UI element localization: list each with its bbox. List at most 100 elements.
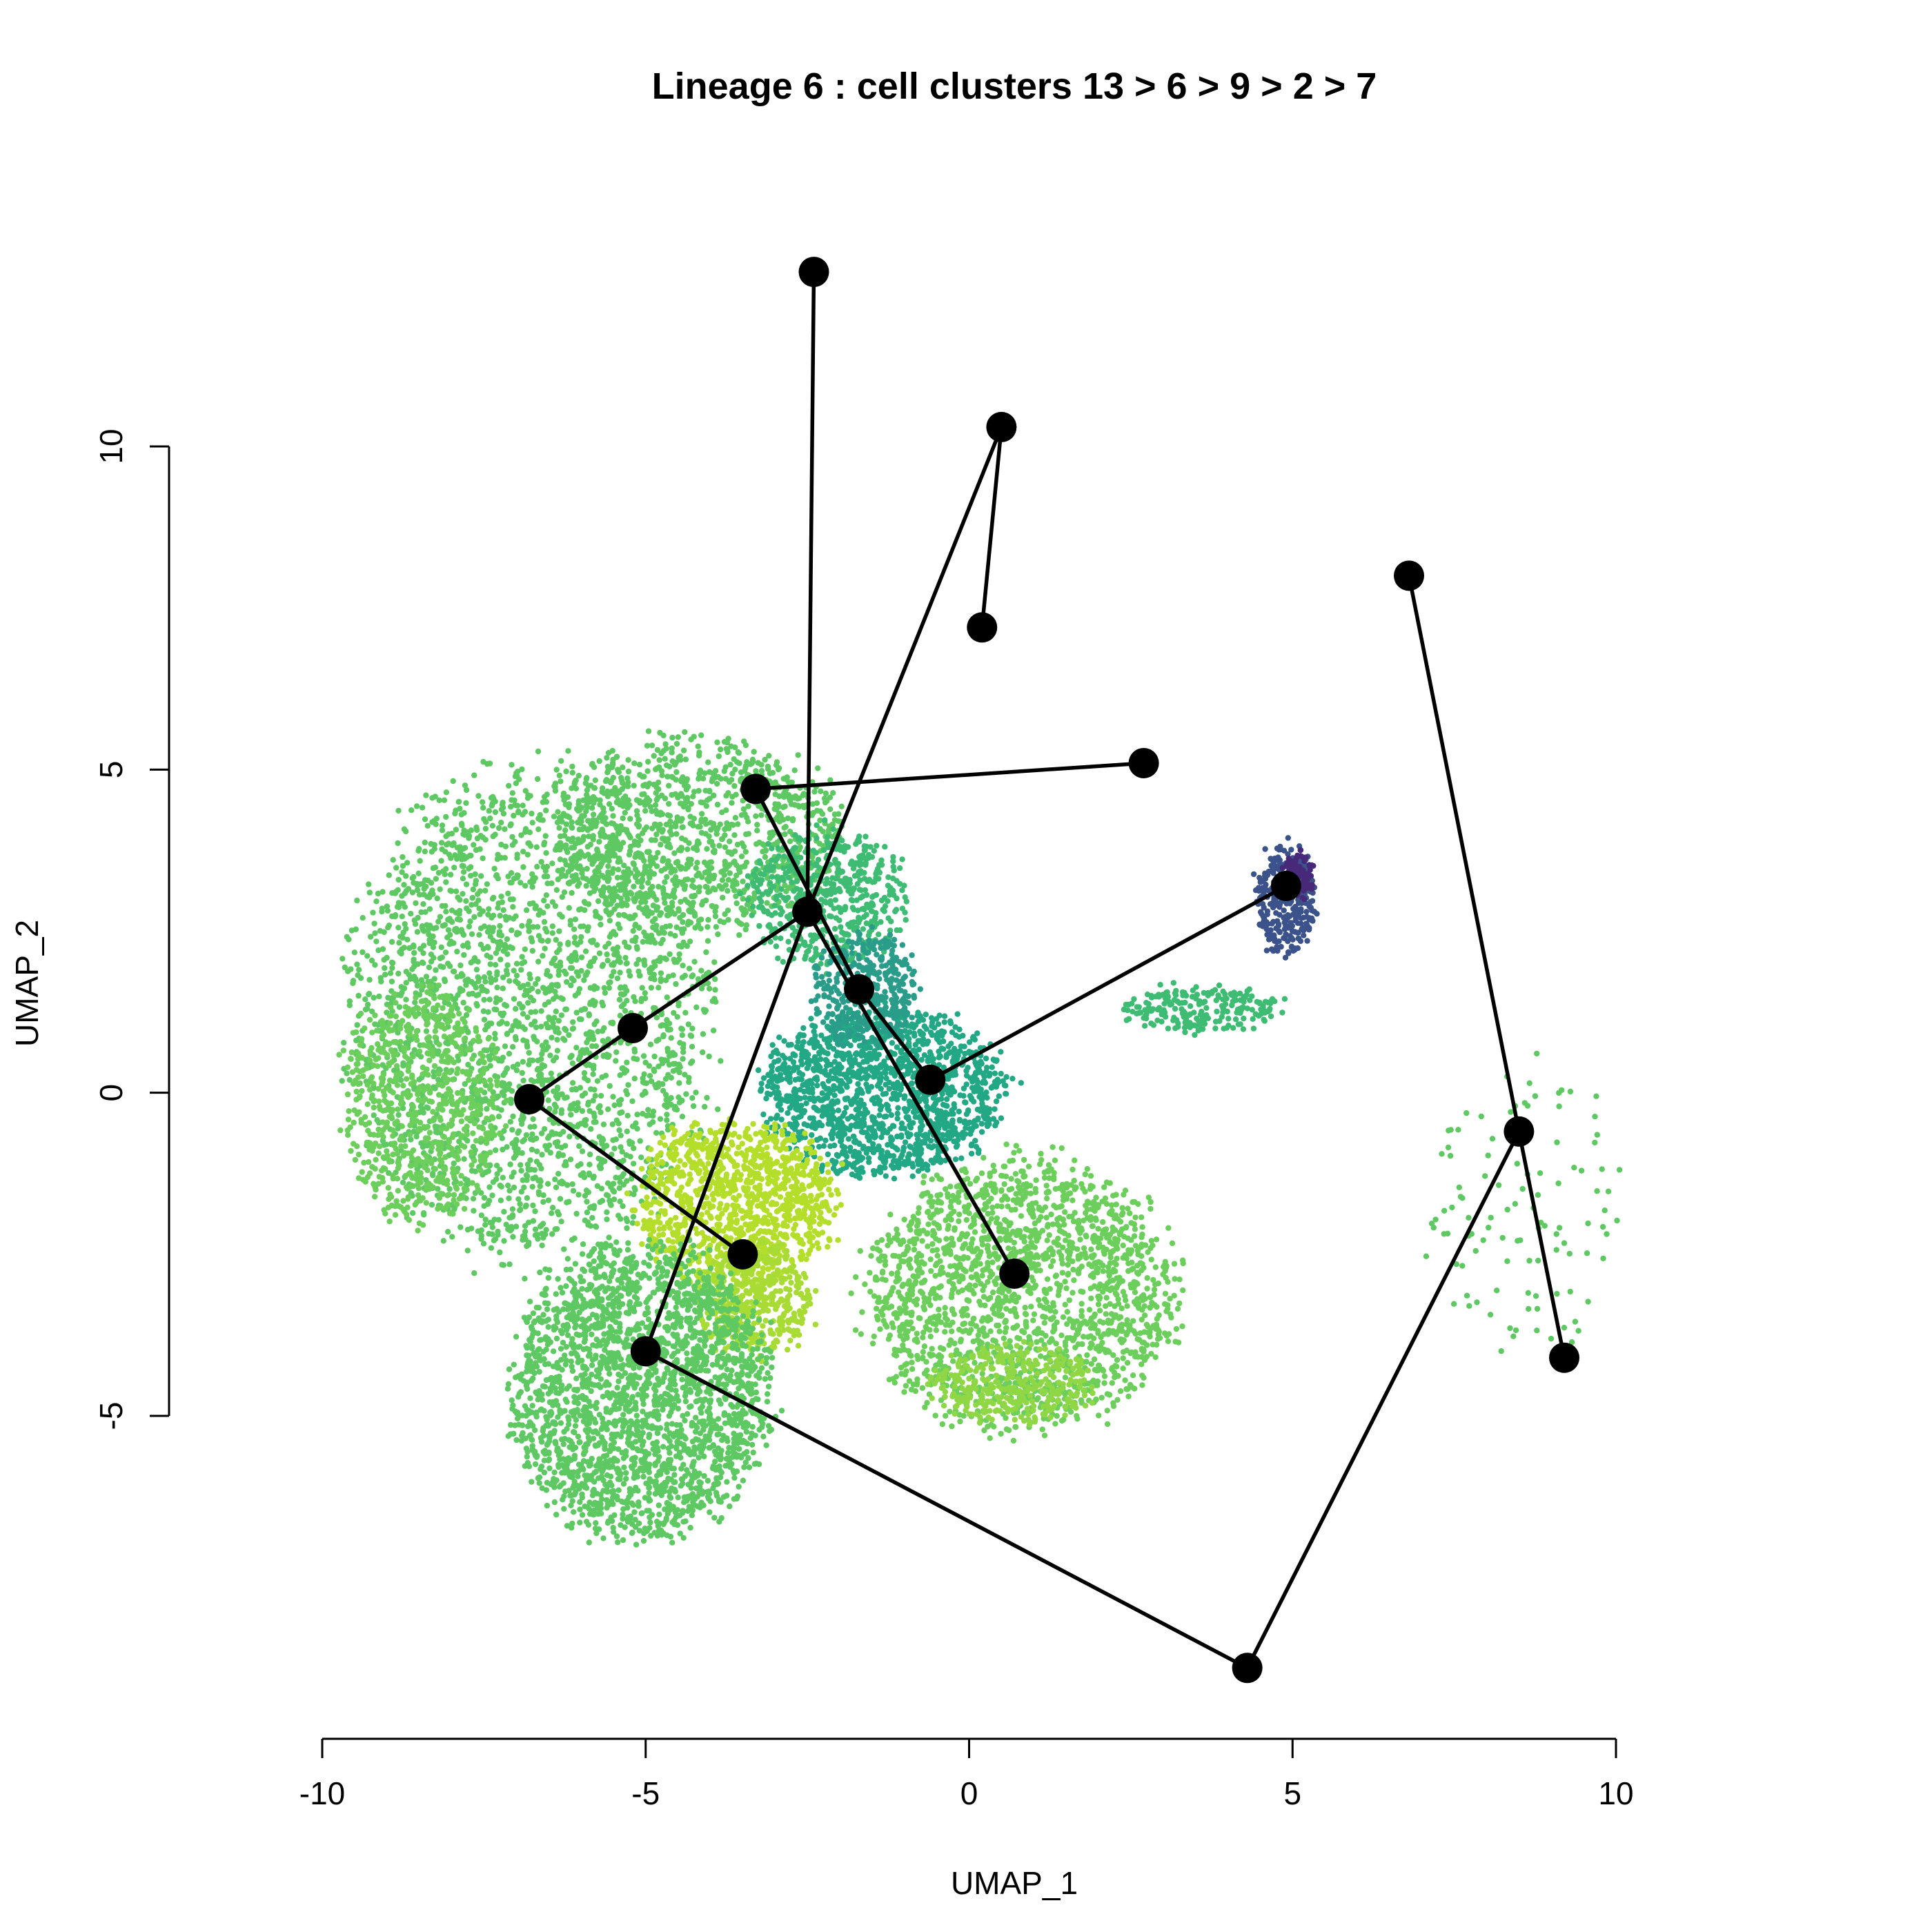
cell-point bbox=[459, 1028, 465, 1035]
cell-point bbox=[465, 944, 471, 950]
cell-point bbox=[362, 996, 368, 1003]
cell-point bbox=[506, 1187, 513, 1194]
cell-point bbox=[647, 1041, 654, 1047]
cell-point bbox=[461, 1143, 468, 1150]
cell-point bbox=[451, 865, 457, 871]
cell-point bbox=[617, 1216, 624, 1222]
cell-point bbox=[647, 854, 654, 860]
cell-point bbox=[890, 858, 896, 865]
cell-point bbox=[782, 824, 789, 830]
cell-point bbox=[563, 842, 569, 849]
cell-point bbox=[500, 800, 506, 806]
cell-point bbox=[756, 858, 762, 865]
cell-point bbox=[361, 1159, 367, 1166]
cell-point bbox=[518, 880, 524, 886]
cell-point bbox=[724, 749, 731, 756]
cell-point bbox=[359, 949, 366, 956]
cell-point bbox=[482, 887, 489, 894]
cell-point bbox=[720, 894, 726, 901]
cell-point bbox=[473, 1077, 480, 1084]
cell-point bbox=[835, 866, 842, 873]
cell-point bbox=[568, 982, 574, 989]
cell-point bbox=[423, 1137, 429, 1144]
cell-point bbox=[471, 1208, 477, 1214]
cell-point bbox=[412, 999, 418, 1006]
cell-point bbox=[564, 813, 571, 820]
cell-point bbox=[682, 1009, 689, 1016]
cell-point bbox=[522, 826, 529, 832]
cell-point bbox=[673, 1107, 680, 1113]
cell-point bbox=[769, 912, 775, 918]
cell-point bbox=[766, 753, 772, 759]
cell-point bbox=[734, 841, 741, 848]
cell-point bbox=[573, 1045, 580, 1051]
cell-point bbox=[633, 961, 640, 967]
cell-point bbox=[372, 1165, 378, 1172]
cell-point bbox=[413, 803, 420, 809]
cell-point bbox=[822, 790, 829, 797]
cell-point bbox=[597, 1199, 603, 1205]
cell-point bbox=[488, 1123, 494, 1129]
cell-point bbox=[477, 1157, 484, 1163]
cell-point bbox=[708, 827, 714, 833]
cell-point bbox=[446, 1069, 452, 1075]
cell-point bbox=[646, 797, 653, 804]
cell-point bbox=[700, 1031, 707, 1037]
cell-point bbox=[754, 827, 760, 834]
cell-point bbox=[517, 1201, 523, 1208]
cell-point bbox=[894, 927, 900, 934]
cell-point bbox=[832, 897, 839, 903]
cell-point bbox=[578, 1016, 584, 1023]
cell-point bbox=[631, 883, 637, 890]
cell-point bbox=[600, 1038, 606, 1044]
cell-point bbox=[589, 883, 595, 889]
cell-point bbox=[848, 891, 854, 897]
cell-point bbox=[804, 949, 810, 956]
cell-point bbox=[660, 855, 667, 862]
cell-point bbox=[450, 1033, 457, 1039]
cell-point bbox=[417, 1170, 424, 1176]
cell-point bbox=[505, 890, 511, 897]
cell-point bbox=[676, 951, 682, 958]
cell-point bbox=[491, 865, 497, 872]
cell-point bbox=[490, 912, 497, 919]
cell-point bbox=[484, 1115, 490, 1122]
cell-point bbox=[364, 953, 371, 959]
cell-point bbox=[446, 1018, 453, 1024]
cell-point bbox=[881, 894, 888, 901]
cell-point bbox=[782, 803, 788, 809]
cell-point bbox=[573, 1210, 580, 1217]
cell-point bbox=[463, 881, 470, 887]
cell-point bbox=[460, 972, 466, 978]
cell-point bbox=[551, 1088, 557, 1094]
cell-point bbox=[354, 961, 360, 967]
cell-point bbox=[417, 946, 424, 952]
cell-point bbox=[557, 911, 563, 918]
cell-point bbox=[698, 732, 704, 738]
cell-point bbox=[448, 831, 455, 837]
cell-point bbox=[592, 909, 599, 915]
cell-point bbox=[532, 1208, 538, 1214]
cell-point bbox=[545, 999, 552, 1005]
cell-point bbox=[413, 900, 419, 907]
cell-point bbox=[389, 913, 395, 920]
cell-point bbox=[596, 838, 602, 845]
cell-point bbox=[638, 894, 644, 900]
cell-point bbox=[791, 767, 798, 773]
cell-point bbox=[613, 1174, 619, 1181]
cell-point bbox=[762, 854, 769, 860]
cell-point bbox=[415, 1228, 421, 1234]
cell-point bbox=[435, 918, 442, 925]
cell-point bbox=[813, 849, 820, 856]
cell-point bbox=[619, 778, 625, 784]
cell-point bbox=[585, 1099, 592, 1106]
cell-point bbox=[829, 875, 836, 881]
cell-point bbox=[486, 970, 493, 976]
cell-point bbox=[800, 802, 806, 809]
cell-point bbox=[471, 981, 477, 987]
cell-point bbox=[758, 762, 765, 768]
cell-point bbox=[629, 1098, 635, 1105]
cell-point bbox=[477, 1087, 484, 1094]
cell-point bbox=[438, 1126, 444, 1132]
cell-point bbox=[449, 1234, 455, 1240]
